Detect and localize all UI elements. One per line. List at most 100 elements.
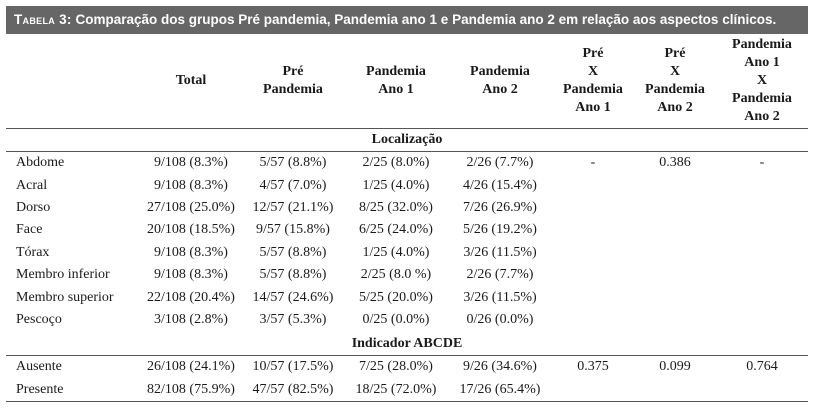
- table-cell: [634, 197, 716, 219]
- table-row: Acral 9/108 (8.3%) 4/57 (7.0%) 1/25 (4.0%) 4…: [6, 174, 808, 196]
- table-caption: Tabela 3: Comparação dos grupos Pré pand…: [6, 6, 808, 34]
- table-cell: 3/57 (5.3%): [259, 311, 327, 327]
- table-cell: 9/26 (34.6%): [463, 359, 537, 375]
- table-cell: 0/25 (0.0%): [362, 311, 430, 327]
- table-cell: 9/108 (8.3%): [154, 177, 228, 193]
- table-cell: [552, 309, 634, 331]
- row-label: Tórax: [16, 244, 50, 260]
- table-cell: [552, 264, 634, 286]
- column-header: Pré Pandemia: [242, 34, 344, 129]
- table-cell: [716, 197, 808, 219]
- table-cell: [716, 219, 808, 241]
- table-cell: [552, 378, 634, 402]
- table-cell: 27/108 (25.0%): [147, 199, 235, 215]
- table-cell: 5/57 (8.8%): [259, 244, 327, 260]
- table-cell: [552, 197, 634, 219]
- table-cell: [552, 286, 634, 308]
- table-cell: 9/108 (8.3%): [154, 244, 228, 260]
- table-row: Presente 82/108 (75.9%) 47/57 (82.5%) 18/25…: [6, 378, 808, 402]
- table-cell: 0/26 (0.0%): [466, 311, 534, 327]
- table-cell: 1/25 (4.0%): [362, 177, 430, 193]
- section-title: Localização: [6, 128, 808, 152]
- table-cell: 4/57 (7.0%): [259, 177, 327, 193]
- table-cell: [716, 264, 808, 286]
- table-cell: 2/26 (7.7%): [466, 267, 534, 283]
- table-cell: 18/25 (72.0%): [344, 378, 448, 402]
- table-cell: 9/108 (8.3%): [154, 155, 228, 171]
- column-header: [6, 34, 140, 129]
- table-cell: 0.386: [659, 155, 691, 171]
- table-cell: 3/26 (11.5%): [463, 289, 537, 305]
- table-cell: [634, 242, 716, 264]
- table-cell: 0.099: [659, 359, 691, 375]
- caption-text: Comparação dos grupos Pré pandemia, Pand…: [71, 12, 777, 27]
- table-cell: 2/25 (8.0 %): [360, 267, 432, 283]
- table-cell: 10/57 (17.5%): [252, 359, 334, 375]
- table-row: Membro inferior 9/108 (8.3%) 5/57 (8.8%) 2/…: [6, 264, 808, 286]
- table-cell: [716, 174, 808, 196]
- table-cell: [634, 219, 716, 241]
- table-cell: 0.375: [577, 359, 609, 375]
- table-cell: 2/26 (7.7%): [466, 155, 534, 171]
- table-cell: [634, 264, 716, 286]
- column-header: Pré X Pandemia Ano 2: [634, 34, 716, 129]
- table-cell: 9/108 (8.3%): [154, 267, 228, 283]
- table-row: Ausente 26/108 (24.1%) 10/57 (17.5%) 7/25 (…: [6, 356, 808, 379]
- table-cell: 8/25 (32.0%): [359, 199, 433, 215]
- table-cell: [716, 286, 808, 308]
- table-row: Tórax 9/108 (8.3%) 5/57 (8.8%) 1/25 (4.0%) 3…: [6, 242, 808, 264]
- section-title: Indicador ABCDE: [6, 333, 808, 357]
- table-cell: 4/26 (15.4%): [463, 177, 537, 193]
- table-cell: 1/25 (4.0%): [362, 244, 430, 260]
- caption-label: Tabela 3:: [14, 12, 72, 27]
- table-cell: 0.764: [746, 359, 778, 375]
- table-row: Pescoço 3/108 (2.8%) 3/57 (5.3%) 0/25 (0.0%…: [6, 309, 808, 331]
- table-row: Dorso 27/108 (25.0%) 12/57 (21.1%) 8/25 (32…: [6, 197, 808, 219]
- table-cell: 3/26 (11.5%): [463, 244, 537, 260]
- column-header: Pandemia Ano 1 X Pandemia Ano 2: [716, 34, 808, 129]
- table-body: Localização Abdome 9/108 (8.3%) 5/57 (8.8%)…: [6, 128, 808, 402]
- table-cell: [634, 309, 716, 331]
- table-cell: -: [759, 155, 765, 171]
- table-cell: -: [590, 155, 596, 171]
- table-cell: 9/57 (15.8%): [256, 222, 330, 238]
- table-cell: [634, 378, 716, 402]
- table-cell: [552, 242, 634, 264]
- clinical-aspects-table: Total Pré Pandemia Pandemia Ano 1 Pandemia Ano…: [6, 34, 808, 402]
- table-cell: 26/108 (24.1%): [147, 359, 235, 375]
- section-header-row: Indicador ABCDE: [6, 333, 808, 357]
- table-cell: 7/25 (28.0%): [359, 359, 433, 375]
- table-cell: 17/26 (65.4%): [448, 378, 552, 402]
- table-cell: [552, 174, 634, 196]
- table-row: Abdome 9/108 (8.3%) 5/57 (8.8%) 2/25 (8.0%)…: [6, 152, 808, 175]
- column-header: Total: [140, 34, 242, 129]
- column-header: Pré X Pandemia Ano 1: [552, 34, 634, 129]
- row-label: Membro superior: [16, 289, 114, 305]
- table-cell: 2/25 (8.0%): [362, 155, 430, 171]
- table-row: Face 20/108 (18.5%) 9/57 (15.8%) 6/25 (24.0…: [6, 219, 808, 241]
- table-cell: [634, 286, 716, 308]
- table-cell: 82/108 (75.9%): [140, 378, 242, 402]
- row-label: Presente: [6, 378, 140, 402]
- section-header-row: Localização: [6, 128, 808, 152]
- table-cell: 12/57 (21.1%): [252, 199, 334, 215]
- table-cell: 47/57 (82.5%): [242, 378, 344, 402]
- table-cell: [634, 174, 716, 196]
- row-label: Face: [16, 222, 43, 238]
- row-label: Dorso: [16, 199, 51, 215]
- column-header: Pandemia Ano 1: [344, 34, 448, 129]
- table-cell: 7/26 (26.9%): [463, 199, 537, 215]
- table-cell: 5/57 (8.8%): [259, 267, 327, 283]
- row-label: Acral: [16, 177, 48, 193]
- table-row: Membro superior 22/108 (20.4%) 14/57 (24.6…: [6, 286, 808, 308]
- row-label: Pescoço: [16, 311, 62, 327]
- row-label: Ausente: [16, 359, 62, 375]
- table-cell: 5/26 (19.2%): [463, 222, 537, 238]
- row-label: Abdome: [16, 155, 65, 171]
- table-cell: [716, 309, 808, 331]
- table-cell: 14/57 (24.6%): [252, 289, 334, 305]
- table-cell: 20/108 (18.5%): [147, 222, 235, 238]
- table-cell: 5/25 (20.0%): [359, 289, 433, 305]
- header-row: Total Pré Pandemia Pandemia Ano 1 Pandemia Ano…: [6, 34, 808, 129]
- table-cell: 22/108 (20.4%): [147, 289, 235, 305]
